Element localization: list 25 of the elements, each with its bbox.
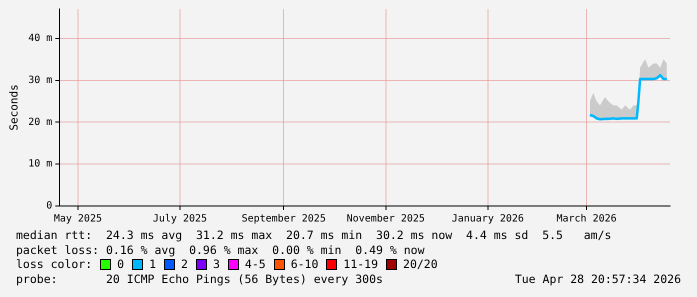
x-tick-label: May 2025 xyxy=(54,214,102,225)
x-tick-label: November 2025 xyxy=(346,214,425,225)
text: Tue Apr 28 20:57:34 2026 xyxy=(514,272,681,286)
y-tick-label: 10 m xyxy=(28,158,52,170)
y-axis-title: Seconds xyxy=(7,84,20,131)
text: loss color: xyxy=(16,257,92,271)
text: 2 xyxy=(181,257,188,272)
x-tick-label: September 2025 xyxy=(242,214,326,225)
text: 4-5 xyxy=(244,257,266,272)
text: 6-10 xyxy=(290,257,318,272)
text: 20/20 xyxy=(403,257,438,272)
text: 11-19 xyxy=(343,257,378,272)
y-tick-label: 40 m xyxy=(28,32,52,44)
x-tick-label: March 2026 xyxy=(556,214,617,225)
text: 3 xyxy=(212,257,220,272)
y-tick-label: 0 xyxy=(46,200,52,212)
text: 1 xyxy=(149,257,156,272)
text: probe: 20 ICMP Echo Pings (56 Bytes) every 300s xyxy=(16,272,383,286)
x-tick-label: July 2025 xyxy=(152,214,208,225)
text: packet loss: 0.16 % avg 0.96 % max 0.00 % min 0.49 % now xyxy=(16,242,426,257)
text: median rtt: 24.3 ms avg 31.2 ms max 20.7 ms min 30.2 ms now 4.4 ms sd 5.5 am/s xyxy=(16,228,612,242)
y-tick-label: 20 m xyxy=(28,116,52,128)
text: 0 xyxy=(117,257,124,272)
x-tick-label: January 2026 xyxy=(452,214,524,225)
y-tick-label: 30 m xyxy=(28,74,52,86)
